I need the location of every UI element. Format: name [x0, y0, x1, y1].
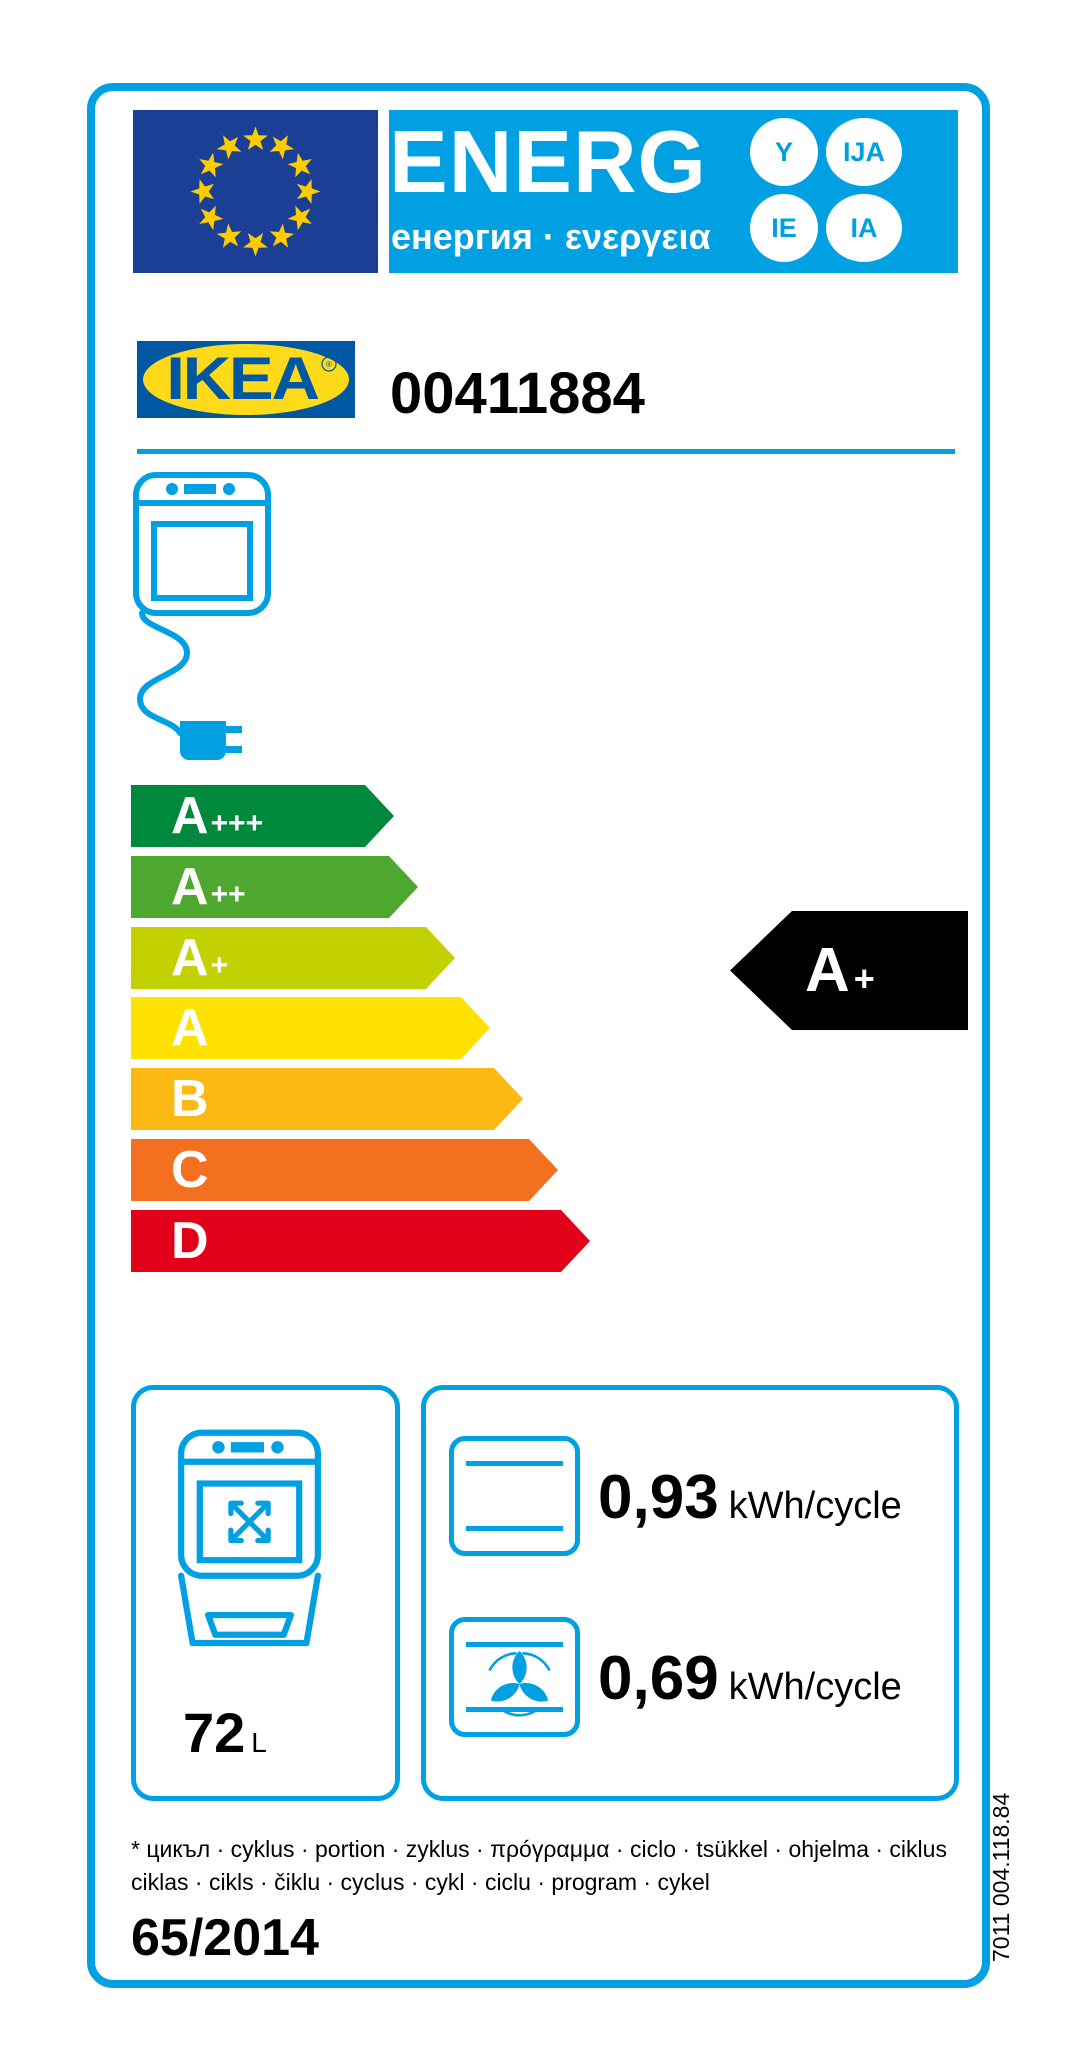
svg-text:IKEA: IKEA	[166, 345, 319, 412]
svg-text:®: ®	[326, 360, 332, 369]
